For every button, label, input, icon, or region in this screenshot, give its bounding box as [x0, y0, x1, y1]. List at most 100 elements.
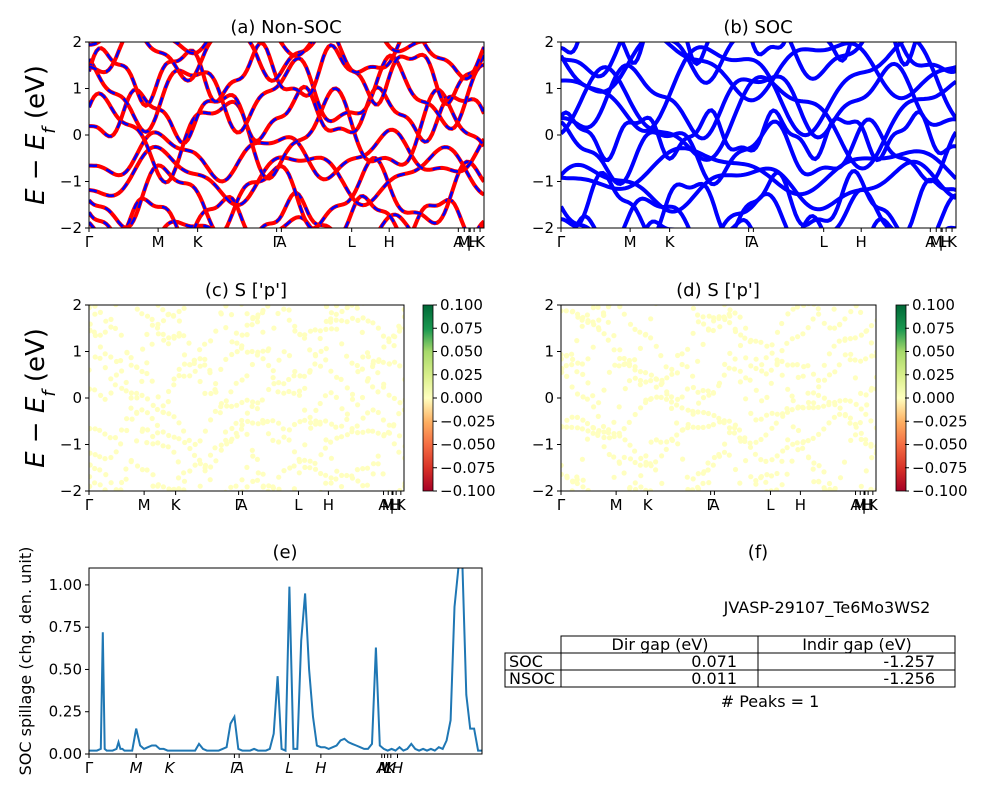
- projection-point: [160, 429, 166, 435]
- projection-point: [579, 426, 586, 432]
- projection-point: [224, 403, 230, 409]
- projection-point: [685, 486, 691, 491]
- projection-point: [790, 306, 796, 312]
- projection-point: [364, 482, 370, 488]
- projection-point: [806, 404, 812, 411]
- projection-point: [359, 329, 365, 335]
- x-tick-label: L: [938, 233, 947, 251]
- x-tick-label: H: [390, 496, 401, 514]
- projection-point: [726, 452, 732, 458]
- projection-point: [144, 360, 150, 366]
- projection-point: [763, 479, 769, 485]
- projection-point: [317, 363, 324, 369]
- projection-point: [234, 402, 240, 408]
- projection-point: [254, 352, 260, 358]
- projection-point: [297, 373, 303, 379]
- projection-point: [260, 348, 266, 354]
- projection-point: [695, 409, 701, 415]
- projection-point: [638, 265, 643, 270]
- y-tick-label: 0.75: [49, 618, 82, 636]
- projection-point: [318, 293, 323, 298]
- projection-point: [753, 478, 759, 484]
- projection-point: [690, 373, 696, 379]
- projection-point: [700, 424, 706, 430]
- x-tick-label: Γ: [85, 759, 94, 777]
- projection-point: [360, 429, 366, 435]
- projection-point: [380, 417, 386, 423]
- projection-point: [705, 467, 711, 473]
- projection-point: [858, 358, 864, 364]
- projection-point: [831, 306, 837, 312]
- projection-point: [758, 416, 764, 422]
- band-line-soc: [561, 42, 956, 103]
- projection-point: [863, 468, 869, 474]
- panel-a: (a) Non-SOC 210−1−2 Γ M K ΓA L H AM|LHK E − Ef…: [21, 17, 486, 251]
- projection-point: [705, 326, 712, 332]
- projection-point: [119, 290, 124, 295]
- projection-point: [349, 315, 356, 321]
- band-line-soc: [561, 42, 956, 138]
- projection-point: [291, 486, 297, 491]
- projection-point: [863, 437, 869, 443]
- x-tick-label: H: [862, 496, 873, 514]
- projection-point: [837, 322, 843, 328]
- x-tick-label: H: [384, 233, 395, 251]
- projection-point: [113, 372, 119, 378]
- projection-point: [810, 316, 816, 322]
- projection-point: [574, 338, 580, 344]
- projection-point: [197, 438, 203, 444]
- projection-point: [561, 308, 564, 314]
- projection-point: [648, 372, 655, 378]
- projection-point: [773, 420, 779, 426]
- projection-point: [584, 312, 591, 318]
- projection-point: [564, 475, 570, 481]
- projection-point: [254, 456, 260, 462]
- projection-point: [637, 462, 643, 468]
- projection-point: [223, 398, 229, 404]
- projection-point: [124, 416, 130, 422]
- projection-point: [333, 311, 339, 317]
- projection-point: [286, 388, 292, 395]
- projection-point: [821, 362, 827, 368]
- projection-point: [249, 403, 255, 409]
- y-tick-label: −1: [60, 436, 82, 454]
- projection-point: [329, 421, 335, 427]
- projection-point: [186, 290, 191, 295]
- band-line-spin-down: [89, 128, 484, 183]
- projection-point: [402, 326, 404, 331]
- projection-point: [280, 426, 286, 432]
- projection-point: [176, 366, 182, 372]
- projection-point: [858, 309, 864, 315]
- projection-point: [244, 464, 250, 470]
- projection-point: [733, 506, 738, 511]
- projection-point: [837, 269, 842, 274]
- projection-point: [391, 395, 397, 401]
- projection-point: [663, 364, 669, 370]
- projection-point: [302, 332, 308, 338]
- colorbar-tick-label: 0.075: [440, 319, 483, 337]
- projection-point: [266, 494, 271, 499]
- projection-point: [312, 466, 319, 472]
- projection-point: [779, 274, 784, 279]
- projection-point: [244, 373, 250, 379]
- projection-point: [579, 456, 586, 462]
- projection-point: [626, 419, 632, 425]
- x-tick-label: Γ: [85, 233, 94, 251]
- projection-point: [171, 434, 177, 440]
- projection-point: [89, 450, 93, 456]
- projection-point: [187, 298, 192, 303]
- colorbar-tick-label: 0.000: [912, 389, 955, 407]
- projection-point: [648, 439, 654, 445]
- projection-point: [333, 476, 339, 482]
- projection-point: [722, 515, 727, 520]
- projection-point: [774, 329, 781, 335]
- x-tick-label: K: [396, 496, 407, 514]
- projection-point: [790, 441, 796, 447]
- colorbar-tick-label: 0.025: [912, 366, 955, 384]
- projection-point: [632, 357, 638, 363]
- projection-point: [747, 444, 754, 450]
- projection-point: [287, 494, 292, 499]
- projection-point: [732, 356, 738, 362]
- projection-point: [313, 499, 318, 504]
- projection-point: [674, 420, 680, 426]
